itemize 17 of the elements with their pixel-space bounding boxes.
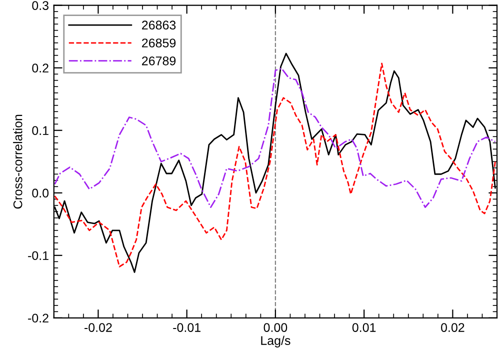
- y-tick-label: 0.3: [32, 1, 48, 10]
- legend-label: 26863: [142, 20, 176, 30]
- line-series: [54, 68, 496, 208]
- x-tick-label: 0.00: [264, 323, 288, 332]
- y-tick-label: -0.2: [28, 314, 48, 323]
- x-tick-label: -0.02: [84, 323, 112, 332]
- x-tick-label: 0.01: [352, 323, 376, 332]
- legend-label: 26789: [142, 56, 176, 66]
- legend-label: 26859: [142, 38, 176, 48]
- y-tick-label: 0.0: [32, 188, 49, 198]
- x-tick-label: 0.02: [441, 323, 464, 332]
- x-tick-label: -0.01: [173, 323, 200, 332]
- x-axis-title: Lag/s: [261, 336, 290, 348]
- y-tick-label: 0.1: [32, 126, 48, 136]
- y-tick-label: 0.2: [32, 64, 48, 73]
- y-axis-title: Cross-correlation: [13, 114, 22, 209]
- y-tick-label: -0.1: [28, 251, 48, 260]
